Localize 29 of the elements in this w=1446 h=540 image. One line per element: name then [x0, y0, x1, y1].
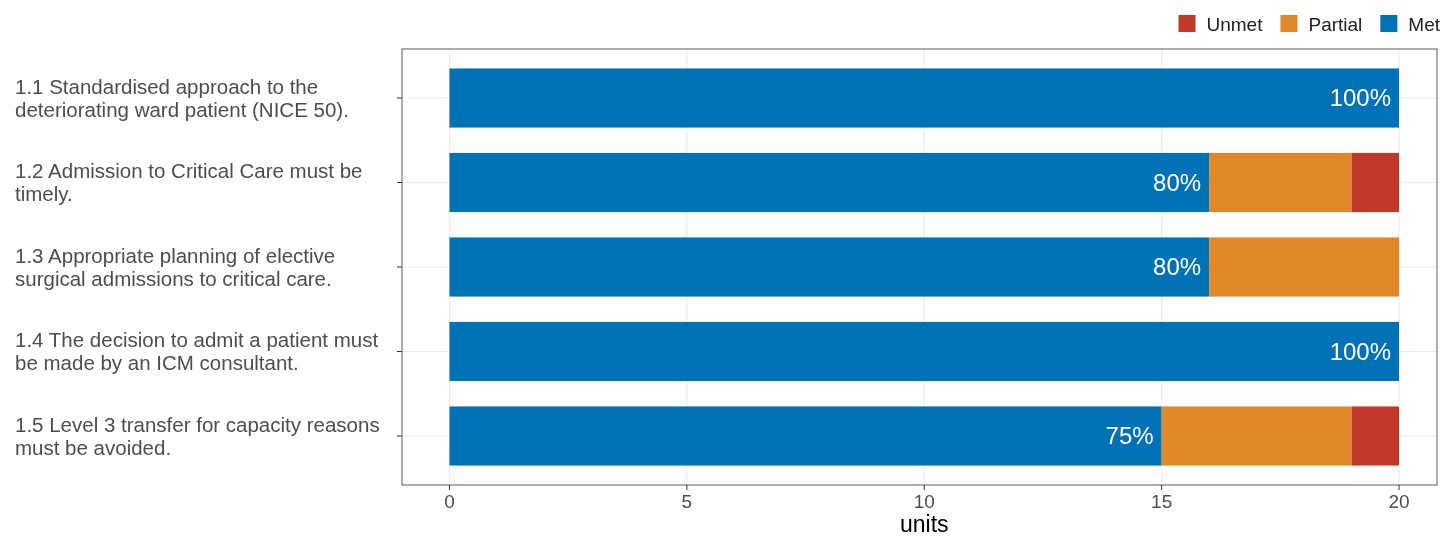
bar — [449, 406, 1162, 466]
y-tick-label: 1.2 Admission to Critical Care must be timely. — [15, 159, 363, 206]
x-tick-label: 20 — [1388, 491, 1410, 512]
bar — [1351, 406, 1400, 466]
bar — [449, 237, 1210, 297]
x-tick-label: 0 — [444, 491, 455, 512]
y-tick-label: 1.5 Level 3 transfer for capacity reasons must be avoided. — [15, 412, 380, 459]
bar — [1209, 152, 1352, 213]
x-tick-label: 10 — [913, 491, 935, 512]
bar — [1351, 152, 1400, 213]
annotation: 80% — [1153, 253, 1202, 281]
y-tick-label: 1.4 The decision to admit a patient must be made by an ICM consultant. — [15, 328, 379, 375]
x-axis-title: units — [899, 511, 949, 537]
x-tick-label: 5 — [681, 491, 693, 512]
y-tick-label: 1.3 Appropriate planning of elective surgical admissions to critical care. — [15, 243, 336, 290]
legend-label: Partial — [1308, 13, 1363, 35]
bar — [1161, 406, 1352, 466]
annotation: 100% — [1329, 84, 1392, 112]
bar — [1209, 237, 1400, 297]
x-tick-label: 15 — [1151, 491, 1173, 512]
annotation: 75% — [1105, 422, 1154, 450]
bar — [449, 152, 1210, 213]
annotation: 100% — [1329, 337, 1392, 365]
bar — [449, 321, 1400, 382]
bar — [449, 68, 1400, 128]
legend-label: Met — [1408, 13, 1441, 35]
annotation: 80% — [1153, 168, 1202, 196]
y-tick-label: 1.1 Standardised approach to the deteriorating ward patient (NICE 50). — [15, 74, 349, 121]
legend-label: Unmet — [1206, 13, 1264, 35]
